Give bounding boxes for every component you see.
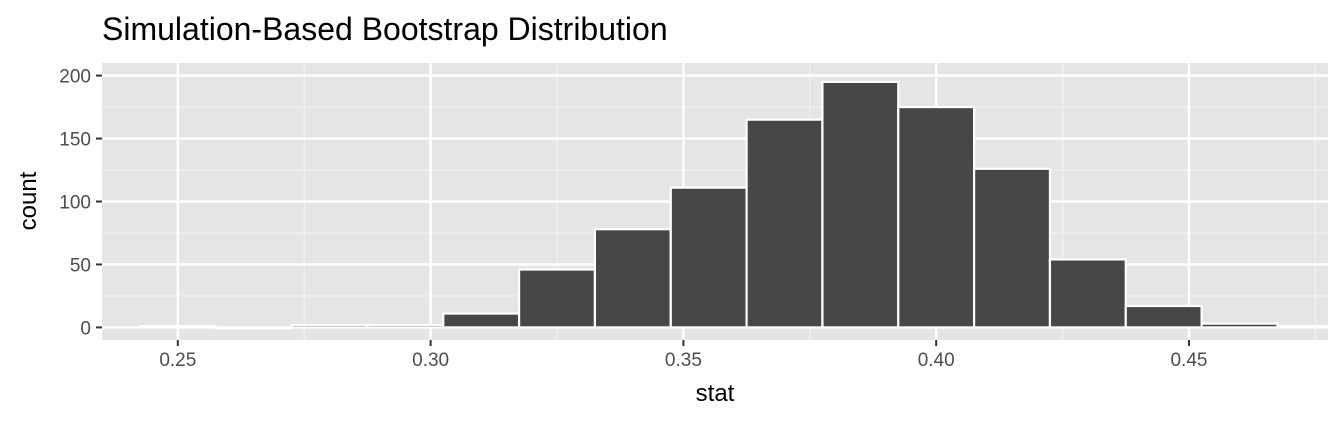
y-axis-title: count xyxy=(15,171,42,230)
histogram-bar xyxy=(517,268,597,329)
histogram-bar xyxy=(897,105,976,329)
chart-title: Simulation-Based Bootstrap Distribution xyxy=(102,11,668,47)
histogram-bar xyxy=(973,167,1052,329)
x-tick-label: 0.30 xyxy=(412,350,449,371)
histogram-bar xyxy=(821,80,900,329)
histogram-bars xyxy=(138,80,1344,330)
x-axis: 0.25 0.30 0.35 0.40 0.45 xyxy=(159,340,1207,371)
histogram-bar xyxy=(1200,322,1279,329)
y-axis: 0 50 100 150 200 xyxy=(59,67,102,339)
histogram-bar xyxy=(1048,258,1127,329)
histogram-bar xyxy=(366,323,445,329)
y-tick-label: 200 xyxy=(59,67,91,88)
x-tick-label: 0.25 xyxy=(159,350,196,371)
histogram-bar xyxy=(745,118,824,329)
x-tick-label: 0.40 xyxy=(918,350,955,371)
x-tick-label: 0.45 xyxy=(1170,350,1207,371)
histogram-bar xyxy=(214,326,293,330)
histogram-bar xyxy=(1276,325,1344,329)
histogram-bar xyxy=(138,325,217,329)
y-tick-label: 100 xyxy=(59,193,91,214)
x-tick-label: 0.35 xyxy=(665,350,702,371)
histogram-bar xyxy=(442,312,521,329)
histogram-bar xyxy=(1124,304,1203,329)
x-axis-title: stat xyxy=(696,380,735,407)
y-tick-label: 150 xyxy=(59,130,91,151)
y-tick-label: 50 xyxy=(70,255,91,276)
histogram-bar xyxy=(593,228,672,329)
histogram-bar xyxy=(290,323,369,329)
y-tick-label: 0 xyxy=(80,318,91,339)
histogram-bar xyxy=(669,186,748,329)
